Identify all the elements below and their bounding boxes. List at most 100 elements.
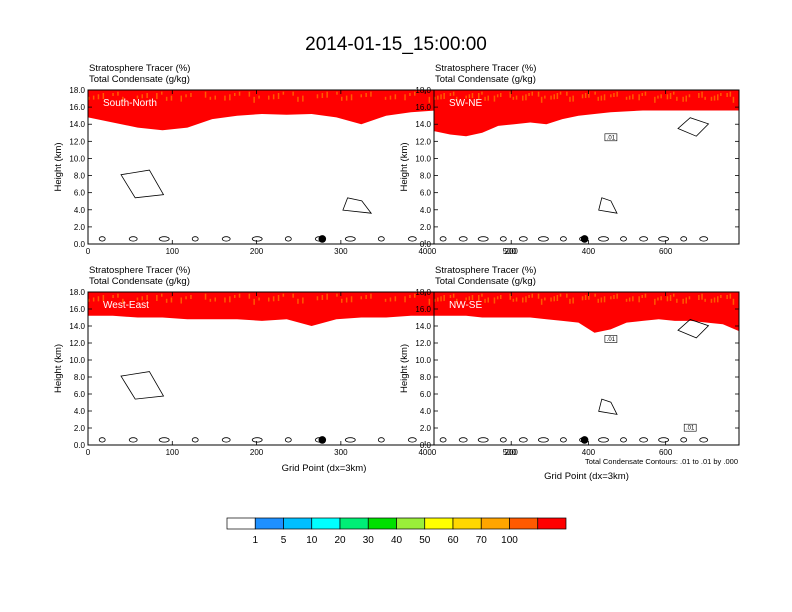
contour-label: .01: [686, 426, 695, 432]
cloud-contour: [538, 437, 549, 443]
tracer-streak: [553, 296, 555, 302]
tracer-streak: [180, 95, 182, 102]
tracer-streak: [350, 296, 353, 303]
tracer-streak: [321, 295, 324, 300]
tracer-streak: [556, 295, 559, 301]
cloud-contour: [251, 437, 263, 443]
tracer-streak: [484, 298, 486, 303]
tracer-streak: [258, 95, 260, 99]
y-tick-label: 12.0: [69, 137, 85, 146]
tracer-streak: [146, 93, 148, 98]
y-tick-label: 2.0: [420, 223, 432, 232]
cloud-contour: [560, 437, 567, 443]
cloud-contour: [639, 437, 648, 443]
tracer-streak: [316, 94, 319, 99]
tracer-streak: [720, 93, 722, 96]
colorbar-label: 20: [334, 535, 346, 546]
colorbar-label: 1: [252, 535, 258, 546]
cloud-contour: [499, 437, 507, 443]
contour-note: Total Condensate Contours: .01 to .01 by…: [585, 457, 738, 466]
cloud-contour: [221, 236, 231, 242]
contour-label-box: [604, 133, 618, 142]
y-tick-label: 8.0: [420, 373, 432, 382]
tracer-streak: [616, 91, 618, 97]
tracer-streak: [509, 91, 511, 98]
tracer-streak: [465, 95, 467, 99]
tracer-streak: [515, 95, 518, 100]
tracer-streak: [632, 296, 634, 302]
plot-frame: [433, 89, 740, 245]
tracer-streak: [102, 295, 105, 301]
tracer-streak: [493, 95, 496, 102]
y-tick-label: 18.0: [415, 288, 431, 297]
tracer-streak: [440, 296, 442, 302]
tracer-streak: [394, 94, 397, 100]
y-tick-label: 6.0: [74, 390, 86, 399]
tracer-streak: [685, 297, 687, 304]
colorbar-swatch: [311, 517, 341, 530]
tracer-streak: [465, 297, 467, 301]
tracer-streak: [224, 95, 226, 101]
tracer-streak: [610, 94, 612, 98]
tracer-streak: [569, 96, 571, 102]
tracer-streak: [443, 295, 445, 301]
tracer-streak: [657, 95, 659, 99]
tracer-streak: [229, 94, 231, 101]
tracer-streak: [404, 94, 406, 101]
tracer-streak: [572, 297, 574, 304]
tracer-streak: [452, 293, 455, 298]
cloud-contour: [251, 236, 263, 242]
tracer-streak: [341, 298, 343, 303]
tracer-streak: [394, 296, 397, 302]
colorbar-label: 30: [363, 535, 375, 546]
panel-label: South-North: [103, 98, 157, 109]
tracer-streak: [676, 96, 678, 101]
tracer-streak: [437, 297, 439, 302]
tracer-streak: [654, 96, 656, 103]
tracer-streak: [720, 295, 722, 298]
tracer-streak: [88, 298, 90, 302]
tracer-streak: [297, 96, 299, 102]
tracer-streak: [603, 94, 606, 101]
tracer-streak: [156, 295, 158, 301]
x-tick-label: 200: [250, 448, 264, 457]
tracer-streak: [112, 93, 114, 96]
tracer-streak: [610, 296, 612, 300]
tracer-streak: [443, 93, 445, 99]
cloud-contour: [639, 236, 648, 242]
cloud-contour: [284, 236, 292, 242]
tracer-streak: [156, 93, 158, 99]
tracer-streak: [409, 295, 411, 298]
colorbar-swatch: [452, 517, 482, 530]
cloud-contour: [342, 197, 373, 214]
tracer-streak: [253, 298, 255, 305]
tracer-streak: [669, 93, 672, 99]
tracer-streak: [713, 297, 716, 303]
tracer-streak: [434, 298, 436, 302]
tracer-streak: [258, 297, 260, 301]
tracer-streak: [282, 91, 285, 95]
tracer-streak: [214, 95, 216, 100]
tracer-streak: [641, 295, 643, 298]
tracer-streak: [165, 96, 168, 101]
tracer-streak: [509, 293, 511, 300]
tracer-streak: [370, 293, 372, 299]
panel-title-line: Stratosphere Tracer (%): [89, 265, 190, 276]
cloud-contour: [598, 398, 618, 415]
panel-title-line: Stratosphere Tracer (%): [89, 63, 190, 74]
tracer-streak: [92, 297, 95, 302]
tracer-streak: [214, 297, 216, 302]
cloud-contour: [598, 197, 618, 214]
tracer-streak: [190, 93, 192, 97]
tracer-streak: [414, 293, 416, 298]
tracer-streak: [437, 95, 439, 100]
y-axis-label: Height (km): [53, 344, 64, 393]
tracer-streak: [209, 298, 212, 302]
cloud-contour: [677, 319, 710, 339]
tracer-streak: [350, 94, 353, 101]
tracer-streak: [360, 296, 362, 300]
tracer-streak: [603, 296, 606, 303]
panels: 0.0 2.0 4.0 6.0 8.0 10.0 12.0 14.0 16.0 18.0 0 100 2…: [53, 63, 740, 482]
tracer-streak: [556, 93, 559, 99]
